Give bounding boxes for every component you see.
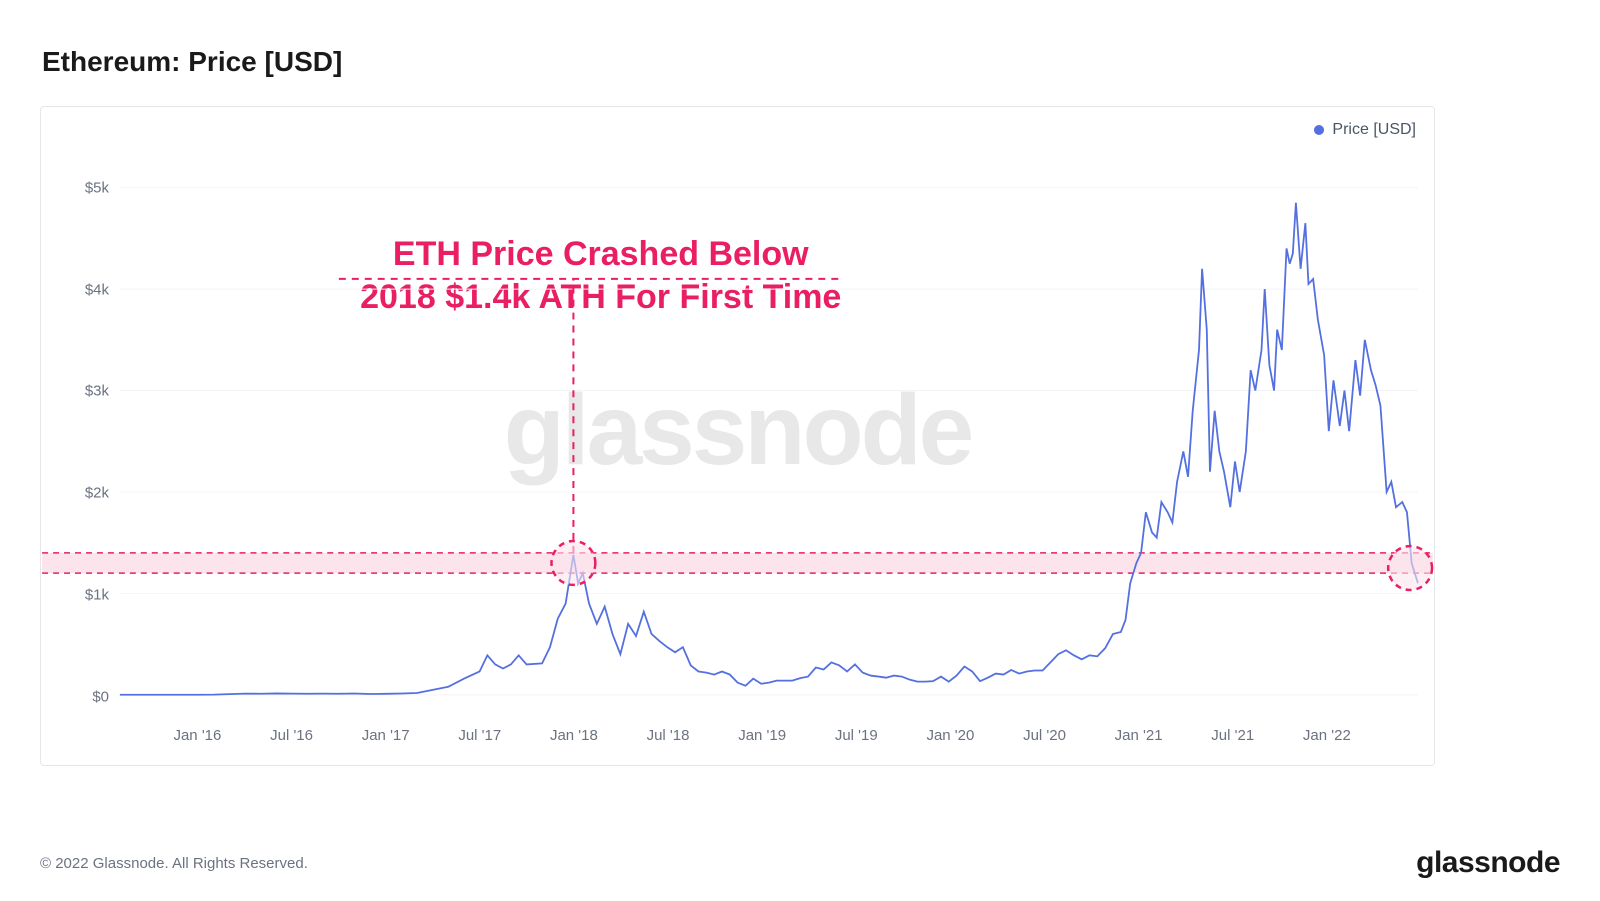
y-tick-label: $5k xyxy=(59,179,109,196)
x-tick-label: Jan '21 xyxy=(1115,727,1163,744)
x-tick-label: Jul '18 xyxy=(647,727,690,744)
x-tick-label: Jan '19 xyxy=(738,727,786,744)
price-line-chart xyxy=(41,107,1434,765)
chart-container: glassnode Price [USD] ETH Price Crashed … xyxy=(40,106,1435,766)
x-tick-label: Jan '17 xyxy=(362,727,410,744)
x-tick-label: Jul '19 xyxy=(835,727,878,744)
x-tick-label: Jul '16 xyxy=(270,727,313,744)
chart-frame: Ethereum: Price [USD] glassnode Price [U… xyxy=(10,10,1590,890)
x-tick-label: Jul '21 xyxy=(1211,727,1254,744)
x-tick-label: Jan '16 xyxy=(173,727,221,744)
copyright-text: © 2022 Glassnode. All Rights Reserved. xyxy=(40,855,308,872)
x-tick-label: Jan '22 xyxy=(1303,727,1351,744)
x-tick-label: Jan '18 xyxy=(550,727,598,744)
y-tick-label: $0 xyxy=(59,688,109,705)
chart-title: Ethereum: Price [USD] xyxy=(42,46,342,78)
y-tick-label: $4k xyxy=(59,281,109,298)
brand-logo: glassnode xyxy=(1416,846,1560,880)
y-tick-label: $1k xyxy=(59,586,109,603)
y-tick-label: $3k xyxy=(59,383,109,400)
x-tick-label: Jul '20 xyxy=(1023,727,1066,744)
x-tick-label: Jan '20 xyxy=(926,727,974,744)
y-tick-label: $2k xyxy=(59,485,109,502)
x-tick-label: Jul '17 xyxy=(458,727,501,744)
